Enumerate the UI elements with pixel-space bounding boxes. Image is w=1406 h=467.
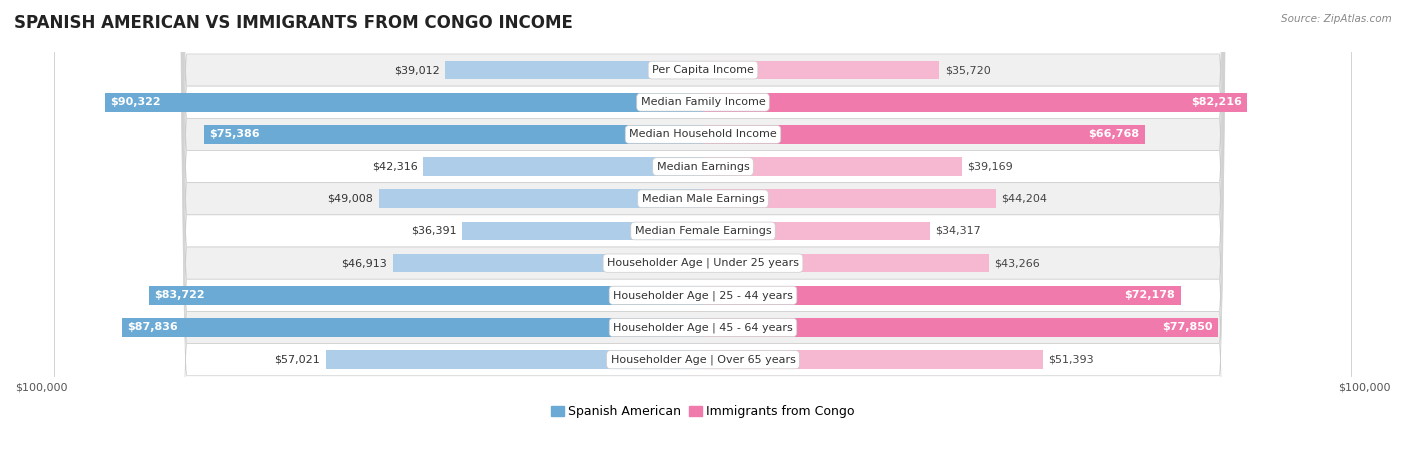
Bar [204,125,703,144]
Text: $77,850: $77,850 [1163,323,1213,333]
Bar [703,350,1043,369]
Bar [703,125,1144,144]
Text: $36,391: $36,391 [412,226,457,236]
FancyBboxPatch shape [55,0,1351,467]
Text: $82,216: $82,216 [1191,97,1241,107]
Text: Median Female Earnings: Median Female Earnings [634,226,772,236]
Text: $66,768: $66,768 [1088,129,1139,140]
Text: Householder Age | 45 - 64 years: Householder Age | 45 - 64 years [613,322,793,333]
Bar [703,61,939,79]
FancyBboxPatch shape [55,0,1351,467]
FancyBboxPatch shape [55,0,1351,467]
Bar [378,190,703,208]
Text: $39,012: $39,012 [394,65,440,75]
Bar [703,318,1218,337]
Text: $35,720: $35,720 [945,65,990,75]
Bar [149,286,703,304]
Text: $57,021: $57,021 [274,354,321,365]
FancyBboxPatch shape [55,0,1351,467]
Bar [444,61,703,79]
Bar [703,157,962,176]
Text: SPANISH AMERICAN VS IMMIGRANTS FROM CONGO INCOME: SPANISH AMERICAN VS IMMIGRANTS FROM CONG… [14,14,572,32]
Text: $42,316: $42,316 [373,162,418,171]
FancyBboxPatch shape [55,0,1351,467]
Bar [703,190,995,208]
FancyBboxPatch shape [55,0,1351,467]
Text: $39,169: $39,169 [967,162,1014,171]
Legend: Spanish American, Immigrants from Congo: Spanish American, Immigrants from Congo [546,400,860,423]
Text: $46,913: $46,913 [342,258,387,268]
Bar [703,254,990,272]
Text: $75,386: $75,386 [209,129,260,140]
Text: Per Capita Income: Per Capita Income [652,65,754,75]
Text: Median Male Earnings: Median Male Earnings [641,194,765,204]
FancyBboxPatch shape [55,0,1351,467]
Bar [122,318,703,337]
FancyBboxPatch shape [55,0,1351,467]
Text: $83,722: $83,722 [155,290,205,300]
Text: $34,317: $34,317 [935,226,981,236]
Text: Householder Age | Under 25 years: Householder Age | Under 25 years [607,258,799,269]
Bar [703,286,1181,304]
Text: Median Earnings: Median Earnings [657,162,749,171]
Bar [703,93,1247,112]
Bar [326,350,703,369]
Text: Median Household Income: Median Household Income [628,129,778,140]
Text: Source: ZipAtlas.com: Source: ZipAtlas.com [1281,14,1392,24]
Bar [392,254,703,272]
Bar [703,222,931,241]
Text: $90,322: $90,322 [111,97,162,107]
Text: $51,393: $51,393 [1049,354,1094,365]
FancyBboxPatch shape [55,0,1351,467]
Text: Householder Age | Over 65 years: Householder Age | Over 65 years [610,354,796,365]
Bar [423,157,703,176]
Text: Median Family Income: Median Family Income [641,97,765,107]
Text: $87,836: $87,836 [127,323,177,333]
FancyBboxPatch shape [55,0,1351,467]
Text: $43,266: $43,266 [994,258,1040,268]
Text: $49,008: $49,008 [328,194,374,204]
Text: Householder Age | 25 - 44 years: Householder Age | 25 - 44 years [613,290,793,301]
Text: $72,178: $72,178 [1125,290,1175,300]
Bar [463,222,703,241]
Bar [105,93,703,112]
Text: $44,204: $44,204 [1001,194,1047,204]
